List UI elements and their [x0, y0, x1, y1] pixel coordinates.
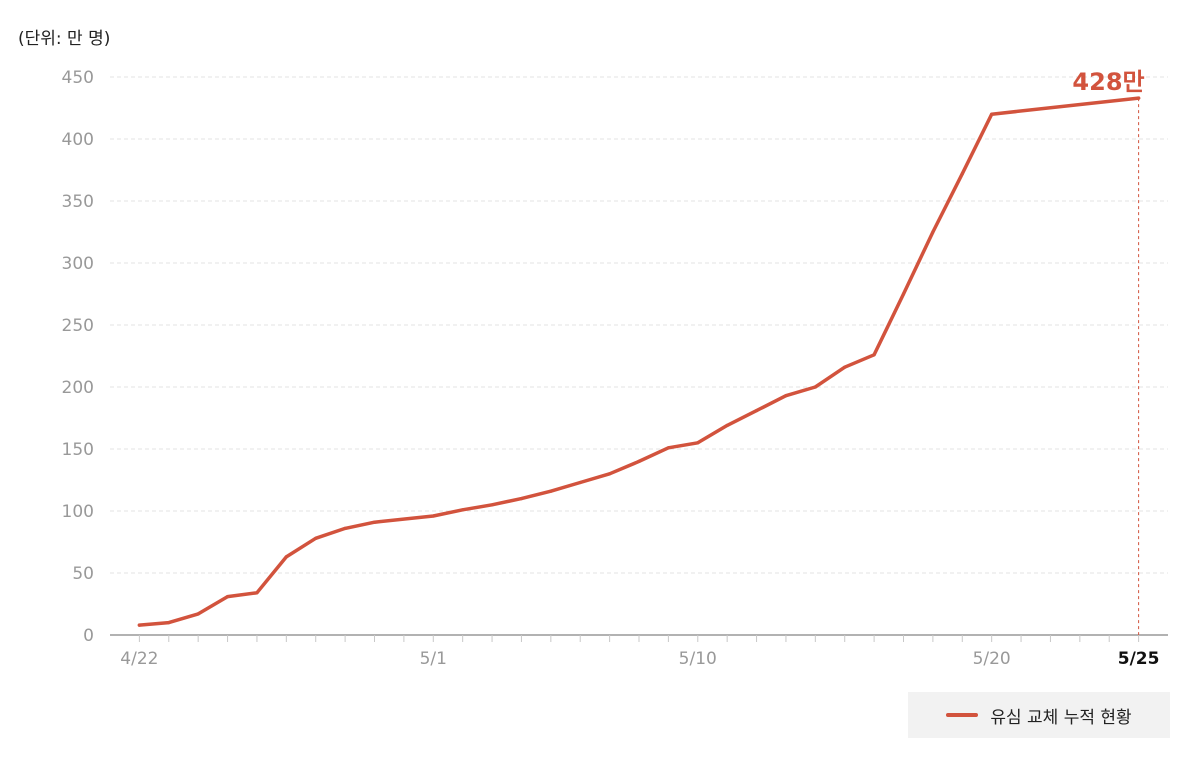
data-point-5-3	[490, 503, 494, 507]
x-tick-label-4-22: 4/22	[120, 649, 158, 669]
data-point-5-16	[872, 353, 876, 357]
series-line	[137, 96, 1141, 627]
y-tick-label-0: 0	[83, 626, 94, 646]
x-tick-label-5-10: 5/10	[679, 649, 717, 669]
data-point-4-23	[167, 621, 171, 625]
data-point-4-22	[137, 623, 141, 627]
data-point-5-1	[431, 514, 435, 518]
y-tick-label-350: 350	[62, 192, 94, 212]
y-tick-label-250: 250	[62, 316, 94, 336]
unit-label: (단위: 만 명)	[18, 29, 111, 49]
data-point-5-14	[813, 385, 817, 389]
data-point-4-28	[314, 536, 318, 540]
data-point-4-25	[226, 595, 230, 599]
axis-layer: 0 50 100 150 200 250 300 350 400 450 4/22 5/1 5/10 5/…	[62, 68, 1168, 669]
x-tick-label-5-20: 5/20	[973, 649, 1011, 669]
y-tick-label-450: 450	[62, 68, 94, 88]
series-layer	[137, 96, 1141, 627]
y-tick-label-150: 150	[62, 440, 94, 460]
annotation-label: 428만	[1072, 68, 1144, 96]
y-tick-label-400: 400	[62, 130, 94, 150]
annotation-layer: 428만	[1072, 68, 1145, 635]
data-point-5-12	[755, 409, 759, 413]
data-point-4-24	[196, 612, 200, 616]
data-point-5-4	[519, 497, 524, 501]
data-point-5-5	[549, 489, 553, 493]
data-point-5-18	[931, 230, 935, 234]
data-point-5-15	[843, 365, 847, 369]
data-point-5-20	[990, 112, 994, 116]
data-point-5-2	[461, 508, 465, 512]
data-point-5-11	[725, 423, 729, 427]
data-point-5-6	[578, 480, 582, 485]
y-tick-label-50: 50	[72, 564, 94, 584]
legend-swatch	[946, 713, 979, 717]
data-point-5-19	[960, 172, 964, 176]
y-tick-label-200: 200	[62, 378, 94, 398]
data-point-4-30	[372, 520, 377, 524]
data-point-5-17	[901, 292, 906, 296]
data-point-5-8	[637, 459, 641, 463]
y-tick-label-100: 100	[62, 502, 94, 522]
legend-label: 유심 교체 누적 현황	[990, 707, 1132, 728]
y-tick-label-300: 300	[62, 254, 94, 274]
legend: 유심 교체 누적 현황	[908, 692, 1170, 738]
data-point-5-7	[608, 472, 612, 476]
grid-layer	[110, 76, 1168, 574]
data-point-5-9	[666, 446, 671, 450]
data-point-4-29	[343, 526, 347, 531]
data-point-4-26	[255, 591, 259, 595]
data-point-5-10	[696, 441, 700, 445]
data-point-5-13	[784, 394, 788, 398]
x-tick-label-5-25: 5/25	[1118, 649, 1160, 669]
x-tick-label-5-1: 5/1	[420, 649, 447, 669]
data-point-4-27	[284, 555, 288, 559]
